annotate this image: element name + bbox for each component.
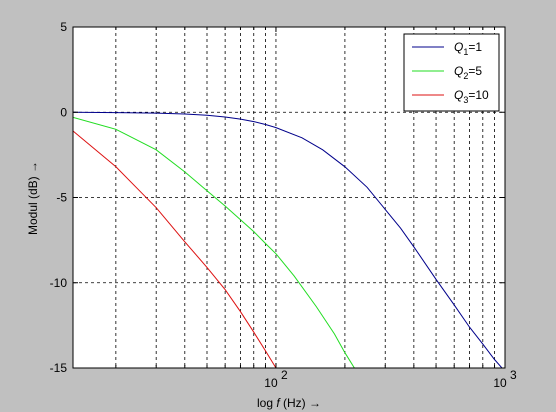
series-line-q1 bbox=[73, 111, 503, 368]
y-tick-label: -10 bbox=[50, 276, 68, 290]
y-tick-label: 0 bbox=[60, 105, 67, 119]
y-tick-label: -15 bbox=[50, 361, 68, 375]
y-tick-label: -5 bbox=[56, 191, 67, 205]
x-tick-label-exponent: 3 bbox=[510, 368, 517, 382]
y-tick-label: 5 bbox=[60, 20, 67, 34]
series-line-q3 bbox=[73, 130, 277, 368]
series-lines bbox=[73, 111, 503, 368]
y-axis-label: Modul (dB) → bbox=[26, 161, 40, 235]
grid bbox=[73, 27, 505, 368]
series-line-q2 bbox=[73, 116, 355, 368]
legend-label-q3: Q3=10 bbox=[454, 88, 489, 105]
x-tick-label: 10 bbox=[264, 376, 278, 390]
x-tick-label: 10 bbox=[493, 376, 507, 390]
legend: Q1=1 Q2=5 Q3=10 bbox=[403, 33, 500, 112]
x-tick-label-exponent: 2 bbox=[281, 368, 288, 382]
x-axis-label: log f (Hz) → bbox=[257, 396, 321, 410]
legend-label-q1: Q1=1 bbox=[454, 40, 482, 57]
legend-label-q2: Q2=5 bbox=[454, 64, 482, 81]
